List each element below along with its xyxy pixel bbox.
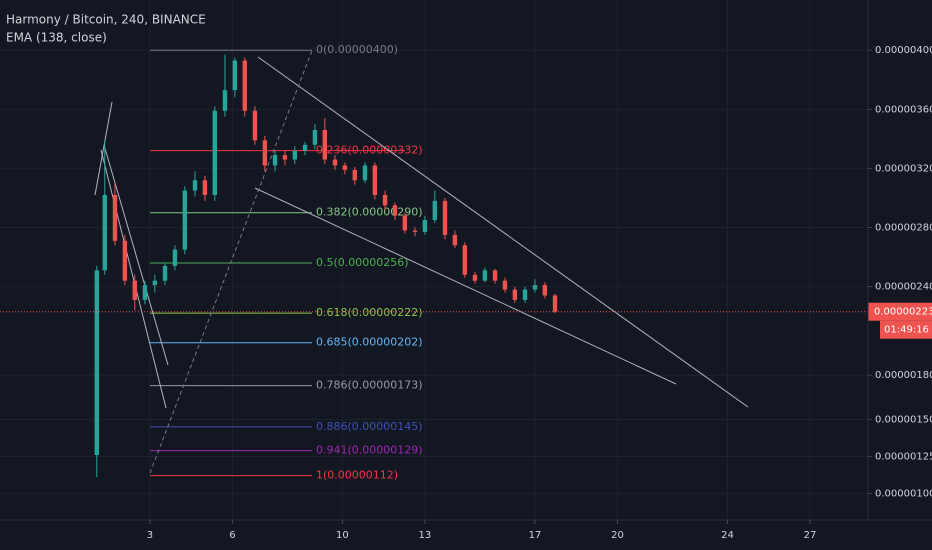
candle-body <box>102 195 107 271</box>
candle-body <box>122 240 128 281</box>
fib-level-label: 0.886(0.00000145) <box>316 420 423 433</box>
candle-body <box>492 270 498 281</box>
x-tick-label: 3 <box>147 530 153 541</box>
y-tick-label: 0.00000320 <box>875 163 932 174</box>
fib-level-label: 1(0.00000112) <box>316 469 398 482</box>
trend-line <box>103 144 169 366</box>
x-tick-label: 13 <box>419 530 432 541</box>
candle-body <box>422 220 428 232</box>
last-price-box <box>868 302 932 321</box>
candle-body <box>212 110 217 195</box>
fib-level-label: 0.618(0.00000222) <box>316 306 423 319</box>
candle-body <box>142 285 148 300</box>
candle-body <box>472 274 478 281</box>
candle-body <box>272 155 278 166</box>
fib-level-label: 0.941(0.00000129) <box>316 444 423 457</box>
y-tick-label: 0.00000400 <box>875 45 932 56</box>
y-tick-label: 0.00000180 <box>875 370 932 381</box>
candle-body <box>512 289 518 300</box>
candle-body <box>172 249 178 266</box>
candle-body <box>322 130 328 160</box>
y-tick-label: 0.00000100 <box>875 488 932 499</box>
candle-body <box>442 200 448 235</box>
candle-body <box>382 195 388 206</box>
y-tick-label: 0.00000280 <box>875 223 932 234</box>
candle-body <box>232 60 238 91</box>
fib-trend-line <box>149 47 314 474</box>
candle-body <box>282 155 288 160</box>
trend-line <box>254 187 677 385</box>
x-tick-label: 27 <box>804 530 817 541</box>
fib-retracement: 0(0.00000400)0.236(0.00000332)0.382(0.00… <box>150 43 423 482</box>
candle-body <box>292 150 298 160</box>
trend-line <box>257 56 749 408</box>
grid <box>0 0 868 520</box>
candle-body <box>412 230 418 232</box>
countdown-label: 01:49:16 <box>884 325 929 336</box>
chart-title: Harmony / Bitcoin, 240, BINANCE <box>6 13 206 27</box>
y-tick-label: 0.00000125 <box>875 451 932 462</box>
indicator-label: EMA (138, close) <box>6 31 107 45</box>
candle-body <box>312 130 318 145</box>
x-tick-label: 17 <box>529 530 542 541</box>
candle-body <box>522 289 528 300</box>
y-tick-label: 0.00000240 <box>875 282 932 293</box>
candle-body <box>192 180 198 191</box>
candle-body <box>372 165 378 195</box>
candle-body <box>262 140 268 166</box>
overlay: 0.00000223 01:49:16 <box>0 302 932 339</box>
candle-body <box>482 270 488 281</box>
candle-body <box>112 195 118 241</box>
candle-body <box>352 169 357 181</box>
candle-body <box>402 215 408 231</box>
candle-body <box>542 285 548 296</box>
y-tick-label: 0.00000150 <box>875 415 932 426</box>
candle-body <box>532 285 538 290</box>
candle-body <box>94 270 100 455</box>
drawings <box>94 47 749 474</box>
candle-body <box>462 245 467 275</box>
candle-body <box>432 200 438 221</box>
fib-level-label: 0.236(0.00000332) <box>316 144 423 157</box>
fib-level-label: 0.685(0.00000202) <box>316 336 423 349</box>
candle-body <box>242 60 247 111</box>
candle-body <box>342 165 348 170</box>
candle-body <box>252 110 258 141</box>
last-price-label: 0.00000223 <box>874 307 932 318</box>
x-tick-label: 20 <box>611 530 624 541</box>
candles <box>94 54 558 478</box>
trend-line <box>100 149 167 409</box>
axes: 0.00000400 0.00000360 0.00000320 0.00000280… <box>147 45 932 541</box>
y-tick-label: 0.00000360 <box>875 104 932 115</box>
candle-body <box>332 159 338 166</box>
candle-body <box>222 90 228 111</box>
candle-body <box>552 295 558 312</box>
countdown-box <box>880 320 932 339</box>
candle-body <box>152 280 158 286</box>
trend-line <box>94 101 113 196</box>
fib-level-label: 0(0.00000400) <box>316 43 398 56</box>
candle-body <box>302 144 308 151</box>
candle-body <box>502 280 508 290</box>
x-tick-label: 6 <box>229 530 235 541</box>
candle-body <box>162 265 168 281</box>
candle-body <box>392 205 398 216</box>
candle-body <box>132 280 137 300</box>
x-tick-label: 10 <box>336 530 349 541</box>
x-tick-label: 24 <box>721 530 734 541</box>
fib-level-label: 0.786(0.00000173) <box>316 379 423 392</box>
candle-body <box>182 190 188 250</box>
candle-body <box>452 234 458 246</box>
candle-body <box>362 165 368 181</box>
fib-level-label: 0.5(0.00000256) <box>316 256 409 269</box>
candle-body <box>202 180 208 195</box>
